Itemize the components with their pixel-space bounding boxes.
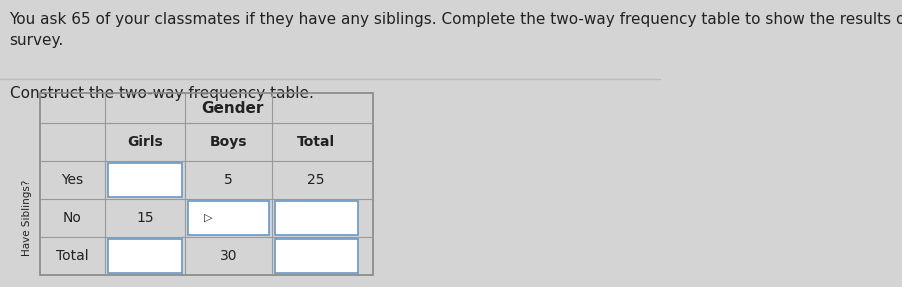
Text: ▷: ▷ [204,213,212,223]
Text: Yes: Yes [61,173,84,187]
Bar [188,201,269,234]
Bar [41,93,373,275]
Bar [274,239,357,273]
Text: You ask 65 of your classmates if they have any siblings. Complete the two-way fr: You ask 65 of your classmates if they ha… [10,12,902,48]
Bar [107,239,182,273]
Bar [107,163,182,197]
Text: Total: Total [56,249,88,263]
Text: Gender: Gender [201,100,263,115]
Text: Boys: Boys [209,135,247,149]
Text: No: No [63,211,82,225]
Text: 15: 15 [136,211,153,225]
Text: 30: 30 [219,249,237,263]
Text: Girls: Girls [127,135,162,149]
Text: 25: 25 [308,173,325,187]
Text: Construct the two-way frequency table.: Construct the two-way frequency table. [10,86,313,101]
Text: 5: 5 [224,173,233,187]
Bar [274,201,357,234]
Text: Total: Total [297,135,335,149]
Text: Have Siblings?: Have Siblings? [22,180,32,256]
